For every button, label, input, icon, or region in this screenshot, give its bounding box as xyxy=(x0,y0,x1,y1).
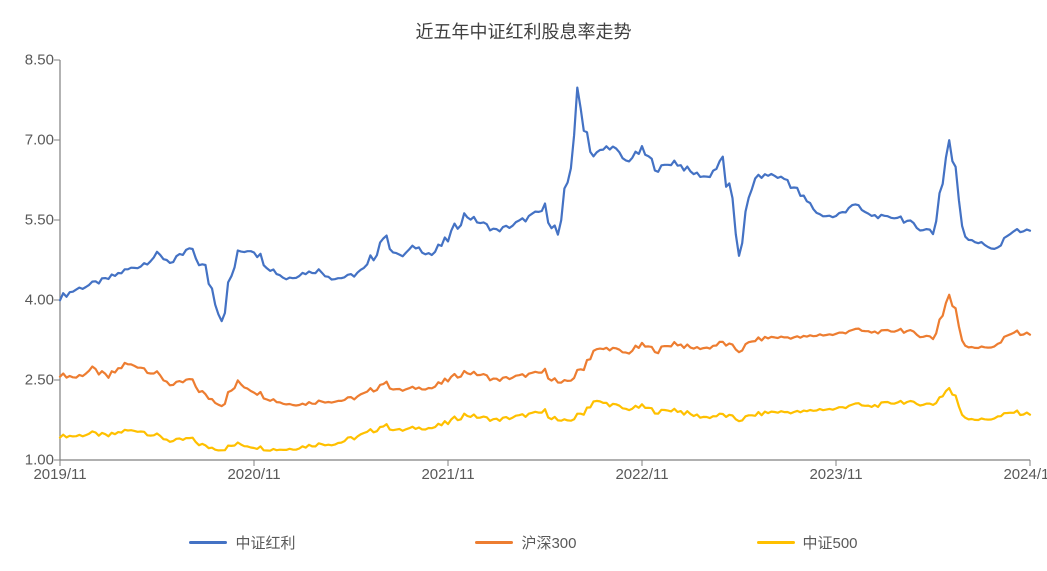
legend-label: 沪深300 xyxy=(521,532,576,553)
x-tick-label: 2022/11 xyxy=(615,466,668,483)
y-tick-label: 8.50 xyxy=(25,52,54,69)
y-tick-label: 4.00 xyxy=(25,292,54,309)
legend-swatch xyxy=(189,541,227,544)
legend-swatch xyxy=(475,541,513,544)
x-tick-label: 2019/11 xyxy=(33,466,86,483)
legend-label: 中证红利 xyxy=(235,532,295,553)
x-tick-label: 2023/11 xyxy=(809,466,862,483)
series-line xyxy=(60,388,1030,451)
legend: 中证红利 沪深300 中证500 xyxy=(0,532,1047,553)
legend-item: 沪深300 xyxy=(475,532,576,553)
x-tick-label: 2021/11 xyxy=(421,466,474,483)
x-tick-label: 2020/11 xyxy=(227,466,280,483)
y-tick-label: 7.00 xyxy=(25,132,54,149)
plot-area: 1.002.504.005.507.008.502019/112020/1120… xyxy=(60,60,1030,460)
series-line xyxy=(60,88,1030,322)
x-tick-label: 2024/11 xyxy=(1003,466,1047,483)
chart-container: 近五年中证红利股息率走势 1.002.504.005.507.008.50201… xyxy=(0,0,1047,571)
legend-item: 中证500 xyxy=(757,532,858,553)
y-tick-label: 2.50 xyxy=(25,372,54,389)
series-line xyxy=(60,295,1030,406)
legend-swatch xyxy=(757,541,795,544)
chart-title: 近五年中证红利股息率走势 xyxy=(0,18,1047,44)
y-tick-label: 5.50 xyxy=(25,212,54,229)
legend-label: 中证500 xyxy=(803,532,858,553)
chart-svg xyxy=(60,60,1030,460)
legend-item: 中证红利 xyxy=(189,532,295,553)
